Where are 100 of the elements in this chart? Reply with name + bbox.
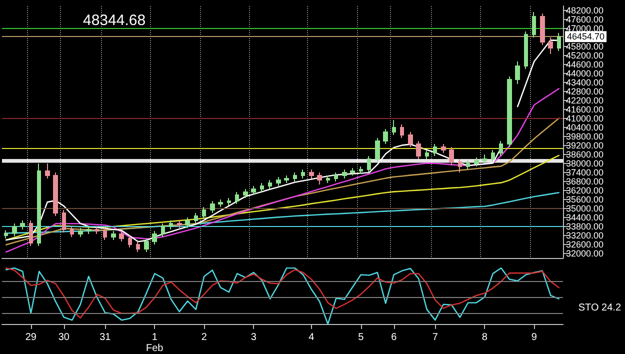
y-tick-label: 39800.00 bbox=[566, 132, 604, 142]
candlestick bbox=[20, 220, 25, 230]
y-tick-label: 35000.00 bbox=[566, 204, 604, 214]
candlestick bbox=[540, 13, 545, 46]
candlestick bbox=[342, 169, 347, 179]
candlestick bbox=[284, 175, 289, 184]
candlestick bbox=[458, 158, 462, 173]
candlestick bbox=[78, 228, 83, 238]
x-tick-label: 3 bbox=[250, 332, 257, 343]
candlestick bbox=[243, 188, 248, 198]
y-tick-label: 41600.00 bbox=[566, 104, 604, 114]
candlestick bbox=[111, 230, 116, 240]
candlestick bbox=[4, 230, 8, 239]
x-tick-label: 29 bbox=[25, 332, 37, 343]
candlestick bbox=[169, 220, 173, 230]
candlestick bbox=[515, 61, 520, 84]
y-tick-label: 36800.00 bbox=[566, 176, 604, 186]
candlestick bbox=[408, 132, 413, 148]
candlestick bbox=[95, 226, 99, 234]
candlestick bbox=[359, 166, 363, 174]
candlestick bbox=[449, 146, 454, 166]
candlestick bbox=[474, 157, 479, 167]
x-tick-label: 4 bbox=[308, 332, 315, 343]
candlestick bbox=[194, 212, 198, 224]
x-tick-label: 31 bbox=[100, 332, 112, 343]
y-tick-label: 34400.00 bbox=[566, 212, 604, 222]
candlestick bbox=[466, 160, 470, 170]
ref-line-label: 46454.70 bbox=[567, 32, 605, 42]
candlestick bbox=[433, 144, 437, 156]
line-series bbox=[5, 88, 560, 253]
candlestick bbox=[152, 230, 157, 245]
candlestick bbox=[251, 186, 256, 196]
y-tick-label: 33200.00 bbox=[566, 230, 604, 240]
candlestick bbox=[334, 172, 338, 182]
y-tick-label: 43400.00 bbox=[566, 78, 604, 88]
y-tick-label: 41000.00 bbox=[566, 114, 604, 124]
y-tick-label: 32000.00 bbox=[566, 248, 604, 258]
line-series bbox=[5, 118, 560, 246]
y-tick-label: 44600.00 bbox=[566, 60, 604, 70]
candlestick bbox=[29, 220, 33, 246]
y-tick-label: 42200.00 bbox=[566, 96, 604, 106]
y-tick-label: 38000.00 bbox=[566, 158, 604, 168]
candlestick bbox=[416, 140, 421, 160]
candlestick bbox=[392, 120, 396, 136]
candlestick bbox=[326, 175, 330, 184]
candlestick bbox=[532, 12, 536, 38]
candlestick bbox=[210, 200, 215, 214]
candlestick bbox=[548, 37, 553, 54]
candlestick bbox=[128, 235, 132, 248]
candlestick bbox=[425, 150, 429, 160]
candlestick bbox=[268, 180, 272, 190]
y-tick-label: 33800.00 bbox=[566, 222, 604, 232]
candlestick bbox=[507, 76, 512, 148]
y-tick-label: 44000.00 bbox=[566, 68, 604, 78]
y-tick-label: 40400.00 bbox=[566, 122, 604, 132]
candlestick bbox=[70, 226, 74, 238]
y-tick-label: 38600.00 bbox=[566, 150, 604, 160]
text: STO 24.2 bbox=[578, 302, 622, 314]
candlestick bbox=[37, 163, 41, 246]
candlestick bbox=[276, 176, 281, 186]
x-tick-label: 2 bbox=[201, 332, 208, 343]
candlestick bbox=[557, 32, 561, 52]
candlestick bbox=[62, 210, 66, 233]
candlestick bbox=[218, 199, 223, 208]
candlestick bbox=[375, 138, 380, 162]
candlestick bbox=[499, 140, 503, 156]
x-tick-label: 6 bbox=[391, 332, 398, 343]
y-tick-label: 39200.00 bbox=[566, 140, 604, 150]
candlestick bbox=[524, 31, 528, 70]
candlestick bbox=[350, 168, 355, 176]
candlestick bbox=[12, 223, 17, 237]
candlestick bbox=[383, 128, 388, 144]
candlestick bbox=[260, 182, 264, 192]
candlestick bbox=[400, 124, 404, 138]
candlestick bbox=[53, 172, 58, 216]
y-tick-label: 47600.00 bbox=[566, 14, 604, 24]
candlestick bbox=[103, 228, 107, 240]
candlestick bbox=[309, 169, 314, 179]
line-series bbox=[5, 154, 560, 241]
y-tick-label: 35600.00 bbox=[566, 194, 604, 204]
x-tick-label: 8 bbox=[482, 332, 488, 343]
y-tick-label: 47000.00 bbox=[566, 24, 604, 34]
candlestick bbox=[202, 206, 206, 220]
line-series bbox=[5, 192, 560, 234]
y-tick-label: 32600.00 bbox=[566, 240, 604, 250]
y-tick-label: 45200.00 bbox=[566, 50, 604, 60]
candlestick bbox=[45, 163, 50, 179]
candlestick bbox=[235, 192, 239, 204]
candlestick bbox=[86, 226, 91, 234]
candlestick bbox=[144, 238, 149, 252]
candlestick bbox=[441, 144, 446, 154]
candlestick bbox=[119, 230, 124, 242]
chart-title: 48344.68 bbox=[83, 12, 146, 29]
x-tick-label: 7 bbox=[432, 332, 438, 343]
candlestick bbox=[293, 172, 297, 182]
y-tick-label: 36200.00 bbox=[566, 186, 604, 196]
y-tick-label: 42800.00 bbox=[566, 86, 604, 96]
x-tick-label: 9 bbox=[531, 332, 538, 343]
y-tick-label: 37400.00 bbox=[566, 168, 604, 178]
x-tick-label: 1 Feb bbox=[146, 332, 164, 354]
